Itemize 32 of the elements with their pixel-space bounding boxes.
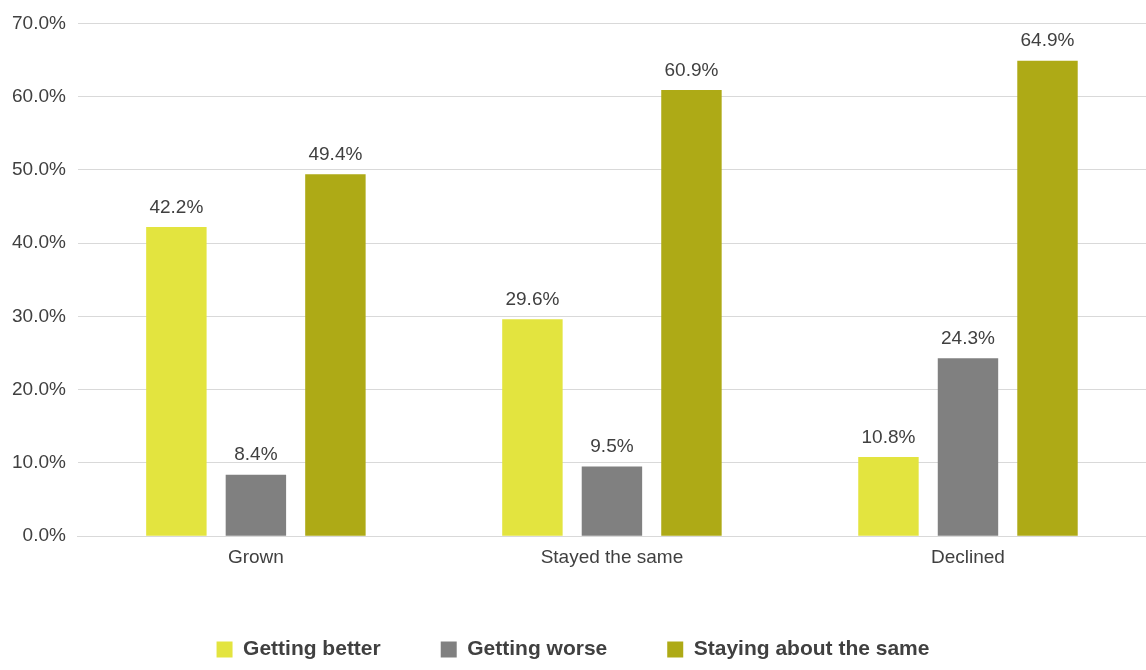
data-label: 10.8% — [861, 425, 916, 447]
y-tick-label: 0.0% — [22, 524, 66, 546]
y-tick-label: 30.0% — [12, 304, 66, 326]
bar — [305, 174, 366, 536]
data-label: 60.9% — [664, 58, 719, 80]
bar — [581, 466, 643, 536]
data-label: 9.5% — [590, 435, 634, 457]
data-label: 64.9% — [1020, 29, 1075, 51]
y-tick-label: 50.0% — [12, 158, 66, 180]
y-tick-label: 40.0% — [12, 231, 66, 253]
legend-label: Getting better — [243, 636, 381, 660]
y-tick-label: 10.0% — [12, 451, 66, 473]
bar — [146, 227, 207, 536]
x-tick-label: Grown — [227, 545, 284, 567]
bar — [661, 90, 722, 536]
data-label: 42.2% — [149, 195, 204, 217]
bar — [858, 457, 919, 536]
legend-label: Getting worse — [467, 636, 608, 660]
data-label: 49.4% — [308, 143, 363, 165]
bar — [937, 358, 999, 536]
legend-label: Staying about the same — [693, 636, 930, 660]
x-tick-label: Stayed the same — [540, 545, 684, 567]
data-label: 29.6% — [505, 288, 560, 310]
data-label: 8.4% — [234, 443, 278, 465]
y-tick-label: 20.0% — [12, 377, 66, 399]
bar — [502, 319, 563, 536]
bar — [1017, 60, 1078, 536]
y-tick-label: 70.0% — [12, 11, 66, 33]
data-label: 24.3% — [941, 326, 996, 348]
y-tick-label: 60.0% — [12, 84, 66, 106]
bar — [225, 474, 287, 536]
x-tick-label: Declined — [931, 545, 1005, 567]
